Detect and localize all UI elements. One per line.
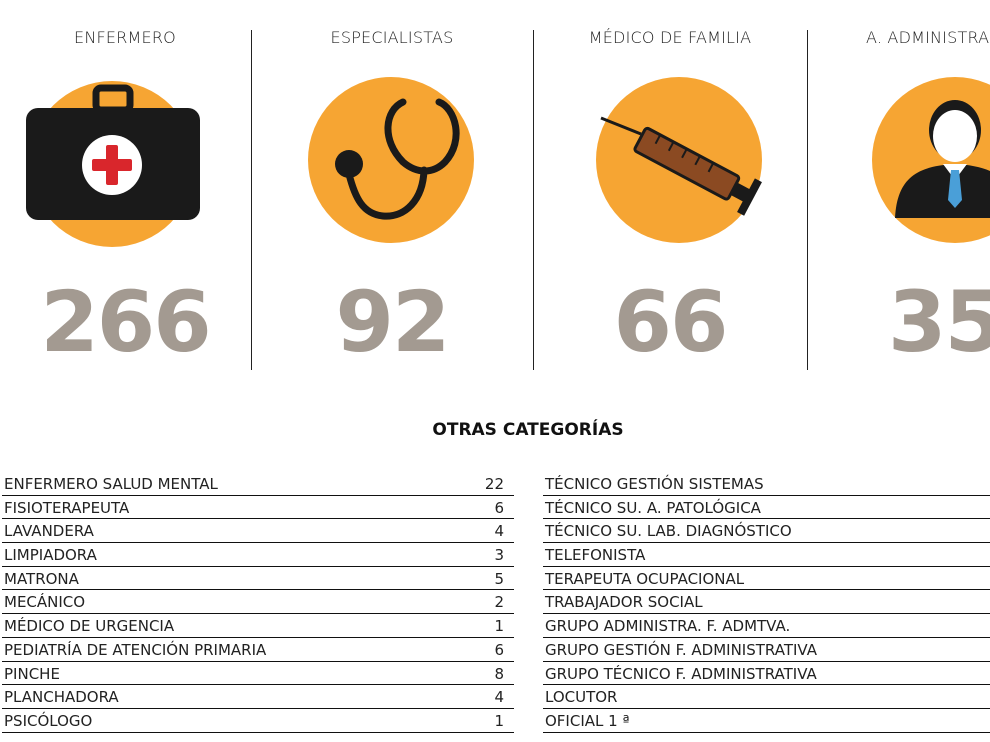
row-value: 6: [494, 498, 504, 517]
row-name: TELEFONISTA: [545, 546, 646, 565]
row-name: PLANCHADORA: [4, 688, 119, 707]
list-row: TELEFONISTA: [543, 543, 990, 567]
list-row: GRUPO ADMINISTRA. F. ADMTVA.: [543, 614, 990, 638]
list-row: PLANCHADORA 4: [2, 685, 514, 709]
category-enfermero: ENFERMERO 266: [0, 0, 250, 371]
row-name: LOCUTOR: [545, 688, 618, 707]
row-name: PEDIATRÍA DE ATENCIÓN PRIMARIA: [4, 640, 267, 659]
row-value: 1: [494, 711, 504, 730]
row-name: MÉDICO DE URGENCIA: [4, 617, 175, 636]
syringe-icon: [589, 70, 769, 255]
list-row: GRUPO TÉCNICO F. ADMINISTRATIVA: [543, 662, 990, 686]
row-name: PINCHE: [4, 664, 60, 683]
row-name: OFICIAL 1 ª: [545, 711, 630, 730]
category-administrativo: A. ADMINISTRA 35: [808, 0, 990, 370]
list-row: ENFERMERO SALUD MENTAL 22: [2, 472, 514, 496]
row-name: TRABAJADOR SOCIAL: [545, 593, 703, 612]
category-label: MÉDICO DE FAMILIA: [588, 28, 752, 47]
row-name: MATRONA: [4, 569, 79, 588]
list-row: LAVANDERA 4: [2, 519, 514, 544]
list-row: PINCHE 8: [2, 662, 514, 686]
right-category-list: TÉCNICO GESTIÓN SISTEMAS TÉCNICO SU. A. P…: [543, 472, 990, 733]
row-name: LIMPIADORA: [4, 546, 97, 565]
category-count: 35: [888, 273, 990, 370]
category-label: A. ADMINISTRA: [866, 28, 990, 47]
row-name: GRUPO ADMINISTRA. F. ADMTVA.: [545, 617, 791, 636]
row-name: GRUPO TÉCNICO F. ADMINISTRATIVA: [545, 664, 817, 683]
list-row: MATRONA 5: [2, 567, 514, 591]
list-row: LIMPIADORA 3: [2, 543, 514, 567]
category-especialistas: ESPECIALISTAS 92: [252, 0, 532, 371]
list-row: PEDIATRÍA DE ATENCIÓN PRIMARIA 6: [2, 638, 514, 662]
list-row: TRABAJADOR SOCIAL: [543, 590, 990, 615]
row-value: 8: [494, 664, 504, 683]
first-aid-kit-icon: [20, 70, 205, 260]
divider: [807, 30, 808, 370]
row-value: 22: [484, 475, 504, 493]
row-value: 6: [494, 640, 504, 659]
category-count: 66: [613, 273, 729, 371]
category-medico-de-familia: MÉDICO DE FAMILIA 66: [534, 0, 806, 371]
row-name: TÉCNICO GESTIÓN SISTEMAS: [545, 475, 764, 493]
row-name: GRUPO GESTIÓN F. ADMINISTRATIVA: [545, 640, 817, 659]
list-row: MECÁNICO 2: [2, 590, 514, 615]
row-value: 2: [494, 593, 504, 612]
row-value: 1: [494, 617, 504, 636]
list-row: TÉCNICO SU. LAB. DIAGNÓSTICO: [543, 519, 990, 544]
row-name: LAVANDERA: [4, 522, 94, 541]
divider: [251, 30, 252, 370]
list-row: GRUPO GESTIÓN F. ADMINISTRATIVA: [543, 638, 990, 662]
row-name: TERAPEUTA OCUPACIONAL: [545, 569, 745, 588]
list-row: TÉCNICO SU. A. PATOLÓGICA: [543, 496, 990, 520]
category-count: 266: [40, 273, 211, 371]
list-row: TERAPEUTA OCUPACIONAL: [543, 567, 990, 591]
divider: [533, 30, 534, 370]
list-row: FISIOTERAPEUTA 6: [2, 496, 514, 520]
category-label: ESPECIALISTAS: [330, 28, 454, 47]
row-name: MECÁNICO: [4, 593, 86, 612]
list-row: MÉDICO DE URGENCIA 1: [2, 614, 514, 638]
list-row: TÉCNICO GESTIÓN SISTEMAS: [543, 472, 990, 496]
row-name: TÉCNICO SU. LAB. DIAGNÓSTICO: [545, 522, 792, 541]
list-row: OFICIAL 1 ª: [543, 709, 990, 733]
row-value: 3: [494, 546, 504, 565]
row-name: ENFERMERO SALUD MENTAL: [4, 475, 218, 493]
row-name: PSICÓLOGO: [4, 711, 93, 730]
list-row: PSICÓLOGO 1: [2, 709, 514, 733]
row-value: 5: [494, 569, 504, 588]
left-category-list: ENFERMERO SALUD MENTAL 22 FISIOTERAPEUTA 6 L…: [2, 472, 514, 733]
category-label: ENFERMERO: [74, 28, 176, 47]
row-name: FISIOTERAPEUTA: [4, 498, 130, 517]
administrative-person-icon: [865, 70, 990, 255]
row-value: 4: [494, 522, 504, 541]
row-value: 4: [494, 688, 504, 707]
section-title: OTRAS CATEGORÍAS: [432, 420, 624, 440]
list-row: LOCUTOR: [543, 685, 990, 709]
stethoscope-icon: [305, 70, 480, 250]
category-count: 92: [335, 273, 451, 371]
row-name: TÉCNICO SU. A. PATOLÓGICA: [545, 498, 761, 517]
